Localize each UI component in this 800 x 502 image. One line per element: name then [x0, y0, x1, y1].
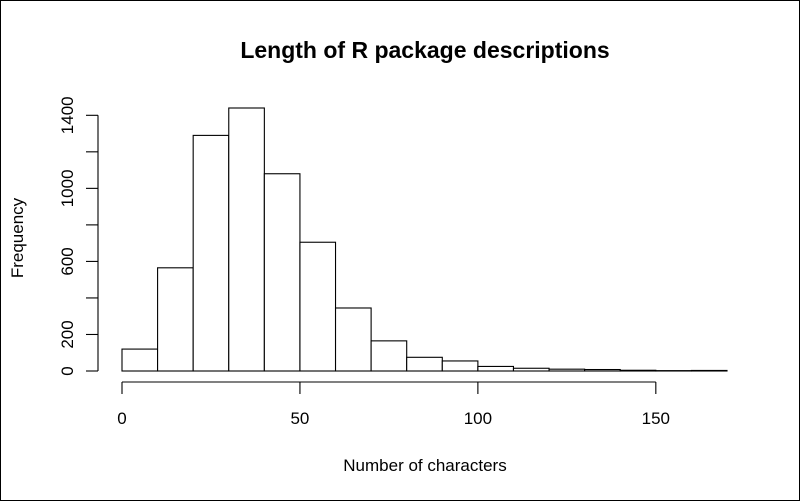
y-axis-label: Frequency [8, 197, 27, 278]
histogram-bars [122, 108, 727, 371]
histogram-bar [158, 268, 194, 371]
histogram-bar [549, 369, 585, 371]
histogram-bar [513, 368, 549, 371]
histogram-bar [229, 108, 265, 371]
histogram-bar [585, 370, 621, 371]
y-tick-label: 1000 [58, 169, 77, 207]
x-tick-label: 150 [642, 409, 670, 428]
y-tick-label: 1400 [58, 96, 77, 134]
x-axis-label: Number of characters [343, 456, 506, 475]
x-tick-label: 0 [117, 409, 126, 428]
chart-title: Length of R package descriptions [240, 37, 609, 63]
histogram-bar [336, 308, 372, 371]
histogram-bar [691, 370, 727, 371]
y-axis: 0 200 600 1000 1400 [58, 96, 98, 375]
histogram-bar [300, 242, 336, 371]
x-axis: 0 50 100 150 [117, 382, 670, 428]
histogram-bar [264, 174, 300, 371]
y-tick-label: 0 [58, 366, 77, 375]
x-tick-label: 50 [290, 409, 309, 428]
x-tick-label: 100 [464, 409, 492, 428]
histogram-bar [620, 370, 656, 371]
histogram-bar [442, 361, 478, 371]
histogram-bar [371, 341, 407, 371]
y-tick-label: 600 [58, 247, 77, 275]
histogram-bar [193, 135, 229, 371]
histogram-bar [407, 357, 443, 371]
histogram-bar [478, 366, 514, 371]
histogram-bar [122, 349, 158, 371]
y-tick-label: 200 [58, 320, 77, 348]
